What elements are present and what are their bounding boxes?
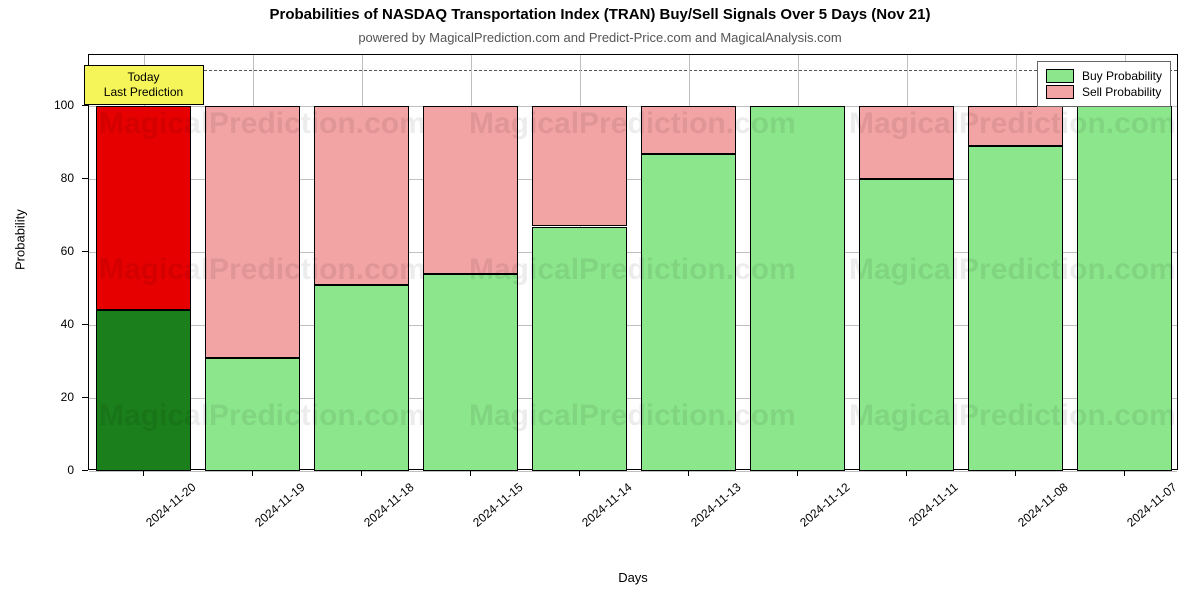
x-tick-mark bbox=[1015, 470, 1016, 476]
bar-buy bbox=[205, 358, 301, 471]
legend-swatch bbox=[1046, 85, 1074, 99]
bar-buy bbox=[532, 227, 628, 471]
x-tick-label: 2024-11-19 bbox=[252, 480, 307, 530]
x-tick-mark bbox=[470, 470, 471, 476]
x-tick-label: 2024-11-20 bbox=[143, 480, 198, 530]
annotation-line-1: Today bbox=[95, 70, 193, 85]
x-tick-mark bbox=[1124, 470, 1125, 476]
chart-title: Probabilities of NASDAQ Transportation I… bbox=[0, 6, 1200, 23]
bar-sell bbox=[532, 106, 628, 226]
bar-buy bbox=[423, 274, 519, 471]
x-tick-label: 2024-11-08 bbox=[1015, 480, 1070, 530]
x-tick-mark bbox=[906, 470, 907, 476]
bar-buy bbox=[859, 179, 955, 471]
bar-buy bbox=[314, 285, 410, 471]
x-tick-label: 2024-11-18 bbox=[361, 480, 416, 530]
bar-buy bbox=[968, 146, 1064, 471]
x-tick-label: 2024-11-12 bbox=[797, 480, 852, 530]
today-annotation: TodayLast Prediction bbox=[84, 65, 204, 105]
annotation-line-2: Last Prediction bbox=[95, 85, 193, 100]
bar-buy bbox=[641, 154, 737, 471]
x-tick-label: 2024-11-07 bbox=[1124, 480, 1179, 530]
bar-sell bbox=[314, 106, 410, 285]
x-tick-mark bbox=[797, 470, 798, 476]
chart-subtitle: powered by MagicalPrediction.com and Pre… bbox=[0, 30, 1200, 45]
x-tick-mark bbox=[252, 470, 253, 476]
plot-area: MagicalPrediction.comMagicalPrediction.c… bbox=[88, 54, 1178, 470]
y-tick-label: 100 bbox=[0, 98, 74, 112]
y-tick-mark bbox=[82, 178, 88, 179]
y-tick-mark bbox=[82, 251, 88, 252]
legend-swatch bbox=[1046, 69, 1074, 83]
x-tick-mark bbox=[688, 470, 689, 476]
x-tick-mark bbox=[579, 470, 580, 476]
bar-sell bbox=[96, 106, 192, 310]
bar-buy bbox=[1077, 106, 1173, 471]
legend-label: Sell Probability bbox=[1082, 85, 1161, 99]
x-tick-mark bbox=[361, 470, 362, 476]
bar-sell bbox=[423, 106, 519, 274]
legend-label: Buy Probability bbox=[1082, 69, 1162, 83]
y-tick-mark bbox=[82, 105, 88, 106]
chart-container: Probabilities of NASDAQ Transportation I… bbox=[0, 0, 1200, 600]
y-tick-mark bbox=[82, 470, 88, 471]
legend: Buy Probability Sell Probability bbox=[1037, 61, 1171, 107]
x-tick-mark bbox=[143, 470, 144, 476]
bar-buy bbox=[750, 106, 846, 471]
bar-sell bbox=[641, 106, 737, 153]
x-tick-label: 2024-11-15 bbox=[470, 480, 525, 530]
y-tick-label: 60 bbox=[0, 244, 74, 258]
legend-item: Sell Probability bbox=[1046, 85, 1162, 99]
x-tick-label: 2024-11-13 bbox=[688, 480, 743, 530]
bar-sell bbox=[968, 106, 1064, 146]
bar-buy bbox=[96, 310, 192, 471]
x-tick-label: 2024-11-11 bbox=[905, 480, 960, 529]
y-tick-mark bbox=[82, 324, 88, 325]
y-tick-label: 20 bbox=[0, 390, 74, 404]
bar-sell bbox=[859, 106, 955, 179]
x-axis-label: Days bbox=[88, 570, 1178, 585]
y-tick-label: 40 bbox=[0, 317, 74, 331]
y-tick-label: 80 bbox=[0, 171, 74, 185]
legend-item: Buy Probability bbox=[1046, 69, 1162, 83]
bar-sell bbox=[205, 106, 301, 358]
y-tick-label: 0 bbox=[0, 463, 74, 477]
y-tick-mark bbox=[82, 397, 88, 398]
x-tick-label: 2024-11-14 bbox=[579, 480, 634, 530]
